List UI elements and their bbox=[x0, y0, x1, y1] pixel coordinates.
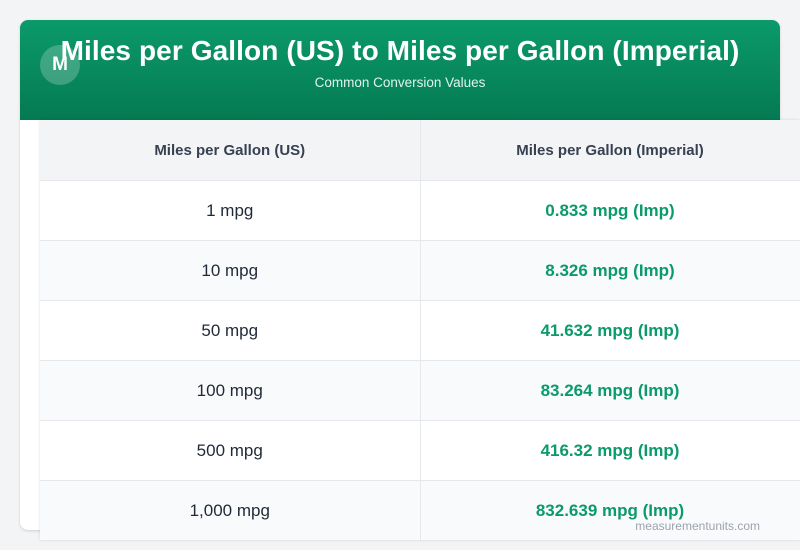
column-header-imperial: Miles per Gallon (Imperial) bbox=[420, 120, 800, 181]
cell-imperial-value: 416.32 mpg (Imp) bbox=[420, 420, 800, 481]
cell-us-value: 500 mpg bbox=[40, 420, 421, 481]
logo-badge: M bbox=[40, 45, 80, 85]
page-subtitle: Common Conversion Values bbox=[314, 75, 486, 90]
cell-us-value: 50 mpg bbox=[40, 300, 421, 361]
conversion-table-container: Miles per Gallon (US) Miles per Gallon (… bbox=[40, 120, 800, 541]
table-row: 10 mpg 8.326 mpg (Imp) bbox=[40, 240, 800, 301]
site-watermark: measurementunits.com bbox=[635, 519, 760, 533]
page-title: Miles per Gallon (US) to Miles per Gallo… bbox=[60, 35, 740, 66]
header-banner: M Miles per Gallon (US) to Miles per Gal… bbox=[20, 20, 780, 120]
cell-us-value: 10 mpg bbox=[40, 240, 421, 301]
table-row: 50 mpg 41.632 mpg (Imp) bbox=[40, 300, 800, 361]
cell-imperial-value: 0.833 mpg (Imp) bbox=[420, 180, 800, 241]
cell-imperial-value: 8.326 mpg (Imp) bbox=[420, 240, 800, 301]
table-row: 1 mpg 0.833 mpg (Imp) bbox=[40, 180, 800, 241]
cell-imperial-value: 41.632 mpg (Imp) bbox=[420, 300, 800, 361]
table-header-row: Miles per Gallon (US) Miles per Gallon (… bbox=[40, 120, 800, 181]
table-row: 500 mpg 416.32 mpg (Imp) bbox=[40, 420, 800, 481]
cell-us-value: 1 mpg bbox=[40, 180, 421, 241]
table-row: 100 mpg 83.264 mpg (Imp) bbox=[40, 360, 800, 421]
cell-us-value: 100 mpg bbox=[40, 360, 421, 421]
cell-imperial-value: 83.264 mpg (Imp) bbox=[420, 360, 800, 421]
conversion-table: Miles per Gallon (US) Miles per Gallon (… bbox=[40, 120, 800, 541]
cell-imperial-value: 832.639 mpg (Imp) bbox=[420, 480, 800, 541]
cell-us-value: 1,000 mpg bbox=[40, 480, 421, 541]
column-header-us: Miles per Gallon (US) bbox=[40, 120, 421, 181]
table-row: 1,000 mpg 832.639 mpg (Imp) bbox=[40, 480, 800, 541]
